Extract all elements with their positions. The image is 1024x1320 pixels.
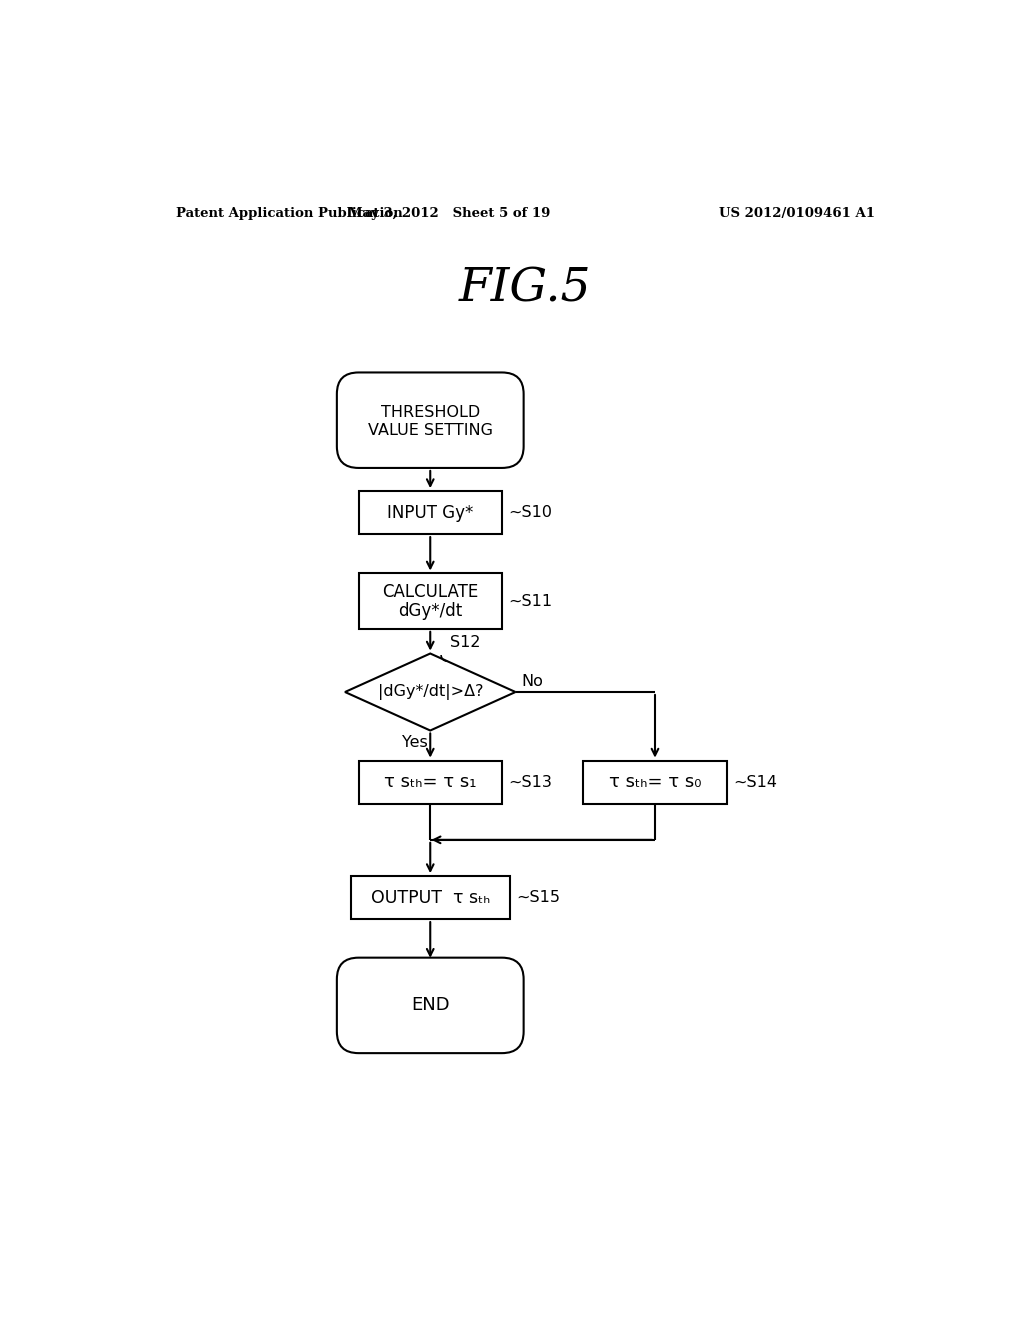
Bar (358, 491, 502, 535)
Bar (584, 760, 727, 804)
Polygon shape (345, 653, 515, 730)
FancyBboxPatch shape (337, 372, 523, 469)
Bar (358, 760, 502, 804)
Text: VALUE SETTING: VALUE SETTING (368, 424, 493, 438)
Text: ~S15: ~S15 (516, 890, 560, 906)
Text: INPUT Gy*: INPUT Gy* (387, 504, 473, 521)
Text: END: END (411, 997, 450, 1014)
Text: OUTPUT  τ sₜₕ: OUTPUT τ sₜₕ (371, 888, 489, 907)
Text: |dGy*/dt|>Δ?: |dGy*/dt|>Δ? (378, 684, 483, 700)
Text: ~S14: ~S14 (733, 775, 777, 789)
Text: τ sₜₕ= τ s₁: τ sₜₕ= τ s₁ (384, 774, 476, 791)
Text: No: No (521, 673, 544, 689)
Text: US 2012/0109461 A1: US 2012/0109461 A1 (719, 207, 876, 220)
Text: CALCULATE: CALCULATE (382, 583, 478, 601)
Text: S12: S12 (450, 635, 480, 649)
Text: ~S10: ~S10 (508, 506, 552, 520)
Text: ~S13: ~S13 (508, 775, 552, 789)
Text: Patent Application Publication: Patent Application Publication (176, 207, 402, 220)
Text: dGy*/dt: dGy*/dt (398, 602, 463, 620)
Text: τ sₜₕ= τ s₀: τ sₜₕ= τ s₀ (608, 774, 701, 791)
Text: THRESHOLD: THRESHOLD (381, 405, 480, 420)
Text: FIG.5: FIG.5 (459, 267, 591, 312)
Bar (358, 573, 502, 628)
Text: ~S11: ~S11 (508, 594, 552, 609)
Bar (351, 876, 510, 919)
FancyBboxPatch shape (337, 958, 523, 1053)
Text: Yes: Yes (401, 735, 428, 750)
Text: May 3, 2012   Sheet 5 of 19: May 3, 2012 Sheet 5 of 19 (348, 207, 551, 220)
